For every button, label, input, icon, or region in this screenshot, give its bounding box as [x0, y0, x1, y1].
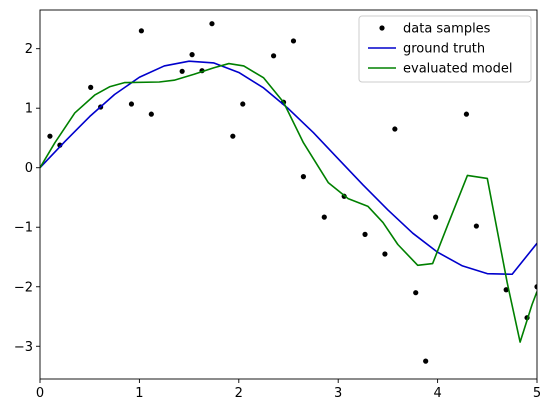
data-point-12: [230, 133, 236, 139]
data-point-22: [392, 126, 398, 132]
legend-label-data-samples: data samples: [403, 22, 491, 37]
legend-box: [358, 15, 532, 83]
data-point-27: [473, 223, 479, 229]
data-point-24: [423, 358, 429, 364]
series-line-evaluated-model: [40, 62, 537, 343]
data-point-9: [189, 52, 195, 58]
data-point-18: [321, 214, 327, 220]
data-point-25: [433, 214, 439, 220]
data-point-16: [290, 38, 297, 44]
legend-swatch-data-samples: [379, 25, 385, 31]
data-point-8: [179, 68, 185, 74]
data-point-21: [382, 251, 388, 257]
data-point-13: [240, 101, 246, 107]
data-point-23: [413, 290, 419, 296]
y-tick-label: 2: [25, 42, 33, 57]
y-tick-label: −1: [14, 221, 33, 236]
y-tick-label: −3: [14, 340, 33, 355]
data-point-28: [503, 287, 509, 293]
y-tick-label: 0: [25, 161, 33, 176]
y-tick-label: 1: [25, 102, 33, 117]
data-point-30: [534, 284, 537, 290]
x-tick-label: 0: [36, 386, 44, 401]
data-point-14: [270, 53, 277, 59]
plot-area: [40, 21, 537, 364]
x-tick-label: 1: [135, 386, 143, 401]
legend: data samples ground truth evaluated model: [358, 15, 532, 83]
data-point-6: [138, 28, 144, 34]
data-point-7: [148, 111, 154, 117]
y-tick-label: −2: [14, 280, 33, 295]
x-tick-label: 5: [533, 386, 541, 401]
legend-label-evaluated-model: evaluated model: [403, 62, 512, 77]
axes: 0 1 2 3 4 5 −3 −2 −1 0 1 2: [14, 9, 541, 401]
x-tick-label: 2: [235, 386, 243, 401]
data-point-3: [88, 84, 94, 90]
data-point-26: [463, 111, 470, 117]
data-point-1: [47, 133, 53, 139]
axes-frame: [39, 9, 538, 380]
data-point-20: [362, 231, 368, 237]
series-line-ground-truth: [40, 60, 537, 276]
legend-label-ground-truth: ground truth: [403, 42, 485, 57]
x-tick-label: 3: [334, 386, 342, 401]
data-point-17: [300, 174, 307, 180]
x-tick-label: 4: [433, 386, 441, 401]
data-point-5: [128, 101, 135, 107]
data-point-11: [209, 21, 215, 27]
